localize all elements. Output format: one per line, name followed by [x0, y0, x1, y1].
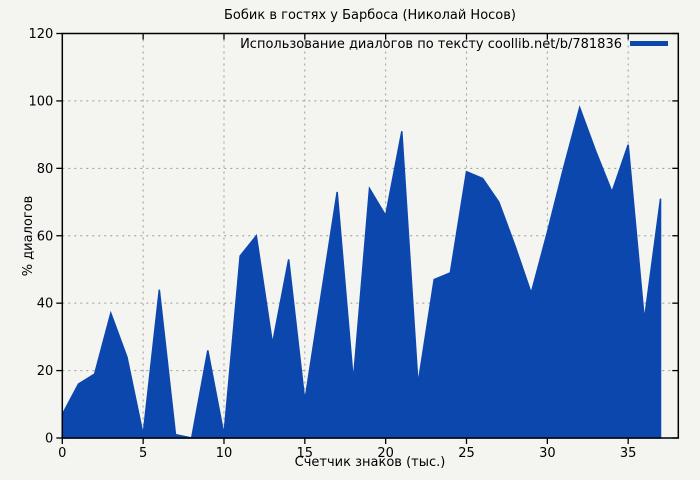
- y-tick-label: 20: [37, 364, 54, 379]
- y-tick-label: 120: [28, 27, 53, 42]
- y-tick-label: 80: [37, 162, 54, 177]
- chart-title: Бобик в гостях у Барбоса (Николай Носов): [224, 8, 516, 23]
- x-axis-label: Счетчик знаков (тыс.): [295, 455, 446, 470]
- y-tick-label: 60: [37, 229, 54, 244]
- x-tick-label: 10: [216, 446, 233, 461]
- legend-label: Использование диалогов по тексту coollib…: [240, 37, 622, 52]
- x-tick-label: 35: [620, 446, 637, 461]
- y-tick-label: 0: [45, 432, 53, 447]
- x-tick-label: 0: [58, 446, 66, 461]
- x-tick-label: 30: [539, 446, 556, 461]
- x-tick-label: 25: [458, 446, 475, 461]
- area-series: [61, 105, 662, 439]
- plot-layer: 0 5 10 15 20 25 30 35 0 20 40 60 80 100 120: [28, 27, 680, 461]
- y-axis-label: % диалогов: [21, 196, 36, 277]
- y-tick-label: 100: [28, 94, 53, 109]
- legend: Использование диалогов по тексту coollib…: [240, 37, 668, 52]
- x-tick-label: 20: [377, 446, 394, 461]
- x-tick-label: 15: [297, 446, 314, 461]
- y-tick-label: 40: [37, 297, 54, 312]
- x-tick-label: 5: [139, 446, 147, 461]
